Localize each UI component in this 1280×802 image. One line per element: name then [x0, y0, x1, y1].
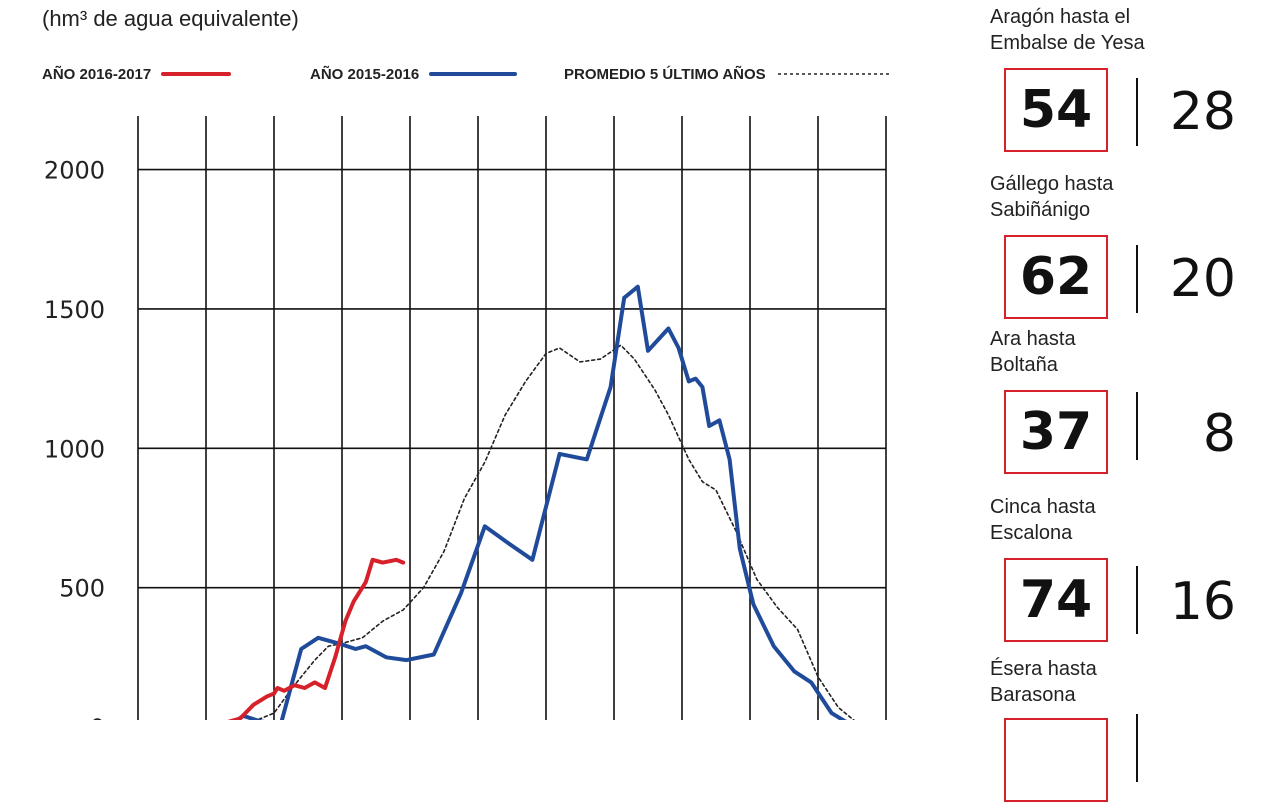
basin-box-value: 74	[1004, 558, 1108, 642]
basin-value: 16	[1169, 572, 1236, 632]
basin-aragon: Aragón hasta el Embalse de Yesa 54 28	[990, 4, 1280, 152]
basin-name: Gállego hasta Sabiñánigo	[990, 173, 1114, 221]
series-line-1	[233, 284, 848, 720]
chart-legend: AÑO 2016-2017 AÑO 2015-2016 PROMEDIO 5 Ú…	[0, 62, 960, 86]
basin-separator	[1136, 392, 1138, 460]
legend-swatch	[161, 72, 232, 76]
basin-separator	[1136, 566, 1138, 634]
basin-sidebar: Aragón hasta el Embalse de Yesa 54 28 Gá…	[990, 0, 1280, 802]
basin-box-value: 62	[1004, 235, 1108, 319]
basin-gallego: Gállego hasta Sabiñánigo 62 20	[990, 171, 1280, 319]
legend-label: PROMEDIO 5 ÚLTIMO AÑOS	[564, 65, 766, 83]
basin-name: Aragón hasta el Embalse de Yesa	[990, 6, 1145, 54]
snow-volume-chart: 0 500 1000 1500 2000	[44, 116, 887, 720]
basin-name: Ésera hasta Barasona	[990, 658, 1097, 706]
unit-label: (hm³ de agua equivalente)	[42, 6, 299, 31]
legend-item-2015-2016: AÑO 2015-2016	[310, 62, 519, 86]
basin-value: 20	[1169, 249, 1236, 309]
y-tick-label: 2000	[44, 157, 105, 185]
basin-name: Ara hasta Boltaña	[990, 328, 1076, 376]
legend-label: AÑO 2015-2016	[310, 65, 420, 83]
legend-label: AÑO 2016-2017	[42, 65, 152, 83]
legend-swatch	[429, 72, 518, 76]
legend-item-promedio: PROMEDIO 5 ÚLTIMO AÑOS	[564, 62, 896, 86]
basin-value: 8	[1202, 404, 1236, 464]
y-tick-label: 500	[59, 575, 105, 603]
series-line-0	[227, 557, 406, 720]
basin-box-value: 37	[1004, 390, 1108, 474]
basin-box-value: 54	[1004, 68, 1108, 152]
legend-swatch	[777, 73, 892, 75]
series-line-2	[254, 344, 855, 720]
basin-value: 28	[1169, 82, 1236, 142]
basin-esera: Ésera hasta Barasona	[990, 656, 1280, 802]
basin-separator	[1136, 245, 1138, 313]
basin-cinca: Cinca hasta Escalona 74 16	[990, 494, 1280, 642]
basin-ara: Ara hasta Boltaña 37 8	[990, 326, 1280, 474]
y-tick-label: 0	[90, 714, 105, 720]
basin-separator	[1136, 78, 1138, 146]
y-tick-label: 1000	[44, 435, 105, 463]
legend-item-2016-2017: AÑO 2016-2017	[42, 62, 232, 86]
basin-name: Cinca hasta Escalona	[990, 496, 1096, 544]
basin-box-value	[1004, 718, 1108, 802]
basin-separator	[1136, 714, 1138, 782]
y-tick-label: 1500	[44, 296, 105, 324]
